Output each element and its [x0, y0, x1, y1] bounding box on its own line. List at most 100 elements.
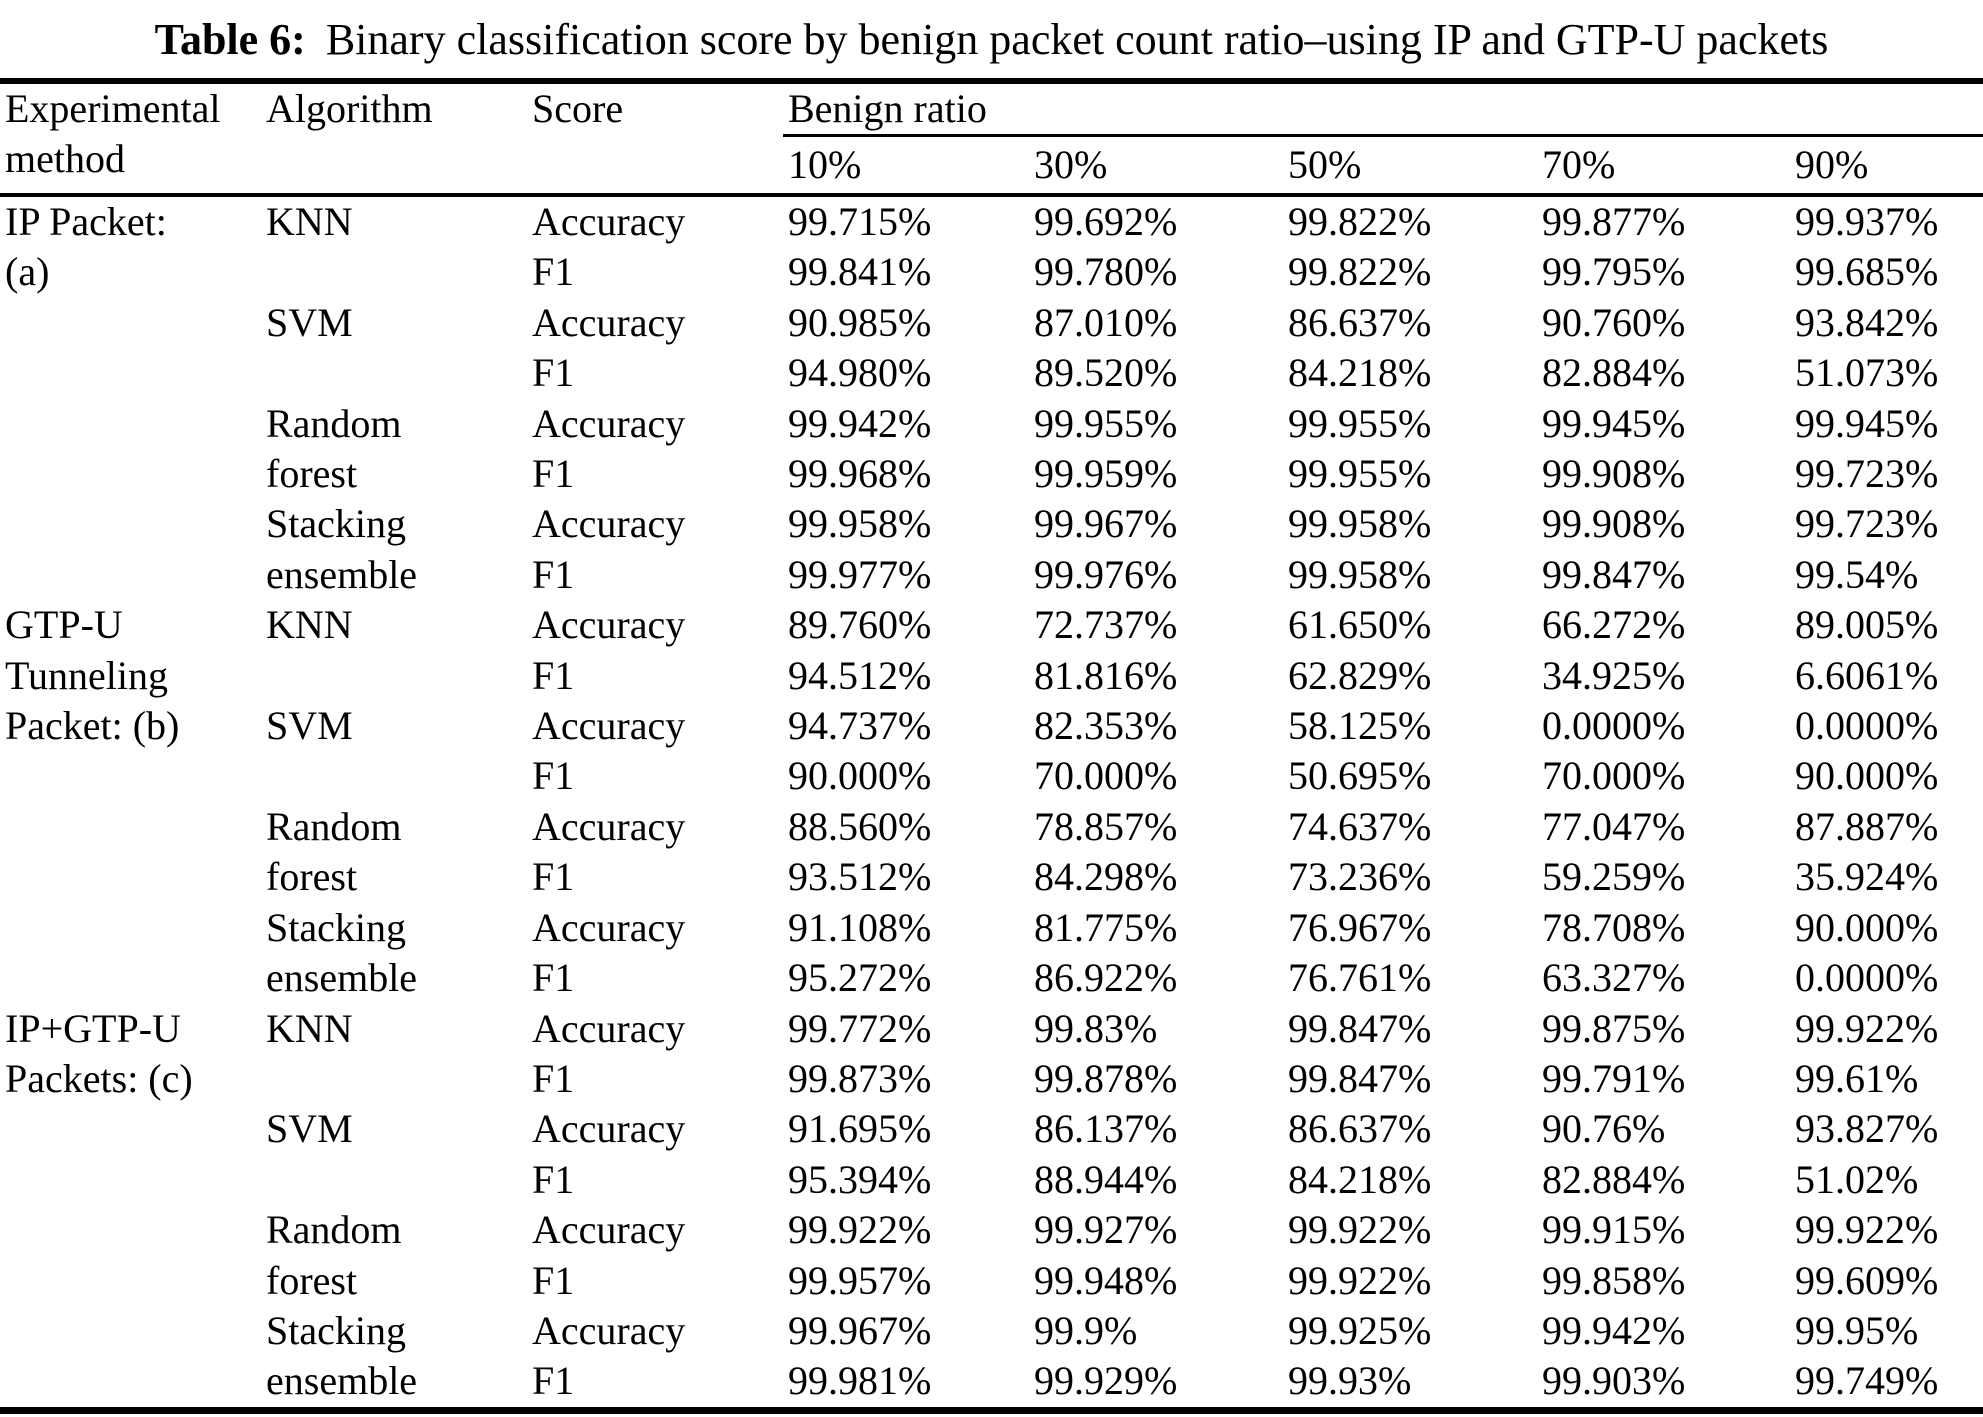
- value-cell-30: 99.967%: [1034, 501, 1178, 547]
- value-cell-90: 51.073%: [1795, 350, 1939, 396]
- value-cell-10: 95.394%: [788, 1156, 932, 1202]
- value-cell-30: 88.944%: [1034, 1156, 1178, 1202]
- table-row: IP+GTP-U KNN Accuracy 99.772% 99.83% 99.847% 9…: [0, 1004, 1983, 1054]
- score-cell: F1: [532, 854, 575, 900]
- value-cell-70: 99.908%: [1542, 501, 1686, 547]
- method-cell: [0, 852, 261, 902]
- table-row: SVM Accuracy 90.985% 87.010% 86.637% 90.760% 9…: [0, 298, 1983, 348]
- table-row: GTP-U KNN Accuracy 89.760% 72.737% 61.650% 66.…: [0, 600, 1983, 650]
- value-cell-10: 99.841%: [788, 249, 932, 295]
- value-cell-70: 82.884%: [1542, 350, 1686, 396]
- method-cell: IP+GTP-U: [5, 1005, 181, 1051]
- table-caption: Table 6: Binary classification score by …: [0, 0, 1983, 78]
- value-cell-70: 99.795%: [1542, 249, 1686, 295]
- method-cell: Packet: (b): [5, 703, 180, 749]
- algorithm-cell: SVM: [266, 703, 353, 749]
- value-cell-90: 99.945%: [1795, 400, 1939, 446]
- table-row: Random Accuracy 99.942% 99.955% 99.955% 99.94…: [0, 399, 1983, 449]
- value-cell-90: 90.000%: [1795, 904, 1939, 950]
- value-cell-50: 84.218%: [1288, 350, 1432, 396]
- algorithm-cell: ensemble: [266, 955, 418, 1001]
- algorithm-cell: [261, 1054, 527, 1104]
- value-cell-70: 99.903%: [1542, 1358, 1686, 1404]
- value-cell-10: 94.737%: [788, 703, 932, 749]
- table-row: Stacking Accuracy 99.958% 99.967% 99.958% 99.…: [0, 499, 1983, 549]
- value-cell-30: 86.922%: [1034, 955, 1178, 1001]
- header-score: Score: [527, 81, 783, 197]
- value-cell-10: 91.108%: [788, 904, 932, 950]
- value-cell-90: 35.924%: [1795, 854, 1939, 900]
- value-cell-10: 90.985%: [788, 299, 932, 345]
- score-cell: F1: [532, 652, 575, 698]
- score-cell: F1: [532, 955, 575, 1001]
- method-cell: Tunneling: [5, 652, 169, 698]
- method-cell: GTP-U: [5, 602, 123, 648]
- value-cell-50: 86.637%: [1288, 299, 1432, 345]
- algorithm-cell: Random: [266, 1207, 402, 1253]
- header-ratio-10: 10%: [783, 135, 1029, 197]
- table-row: ensemble F1 99.977% 99.976% 99.958% 99.847% 99…: [0, 550, 1983, 600]
- value-cell-10: 94.512%: [788, 652, 932, 698]
- method-cell: [0, 903, 261, 953]
- algorithm-cell: [261, 247, 527, 297]
- score-cell: Accuracy: [532, 1106, 686, 1152]
- value-cell-50: 74.637%: [1288, 803, 1432, 849]
- score-cell: F1: [532, 451, 575, 497]
- header-row-top: Experimental method Algorithm Score Beni…: [0, 81, 1983, 197]
- method-cell: IP Packet:: [5, 199, 167, 244]
- score-cell: F1: [532, 249, 575, 295]
- value-cell-10: 99.981%: [788, 1358, 932, 1404]
- value-cell-10: 99.873%: [788, 1055, 932, 1101]
- score-cell: F1: [532, 1055, 575, 1101]
- value-cell-30: 99.878%: [1034, 1055, 1178, 1101]
- value-cell-50: 58.125%: [1288, 703, 1432, 749]
- value-cell-70: 0.0000%: [1542, 703, 1686, 749]
- algorithm-cell: [261, 1155, 527, 1205]
- value-cell-50: 99.955%: [1288, 400, 1432, 446]
- value-cell-50: 73.236%: [1288, 854, 1432, 900]
- value-cell-50: 84.218%: [1288, 1156, 1432, 1202]
- value-cell-10: 94.980%: [788, 350, 932, 396]
- algorithm-cell: [261, 348, 527, 398]
- value-cell-30: 81.816%: [1034, 652, 1178, 698]
- results-table: Experimental method Algorithm Score Beni…: [0, 78, 1983, 1414]
- algorithm-cell: ensemble: [266, 551, 418, 597]
- value-cell-50: 62.829%: [1288, 652, 1432, 698]
- score-cell: Accuracy: [532, 904, 686, 950]
- algorithm-cell: KNN: [266, 199, 353, 244]
- value-cell-90: 99.937%: [1795, 199, 1939, 244]
- value-cell-90: 0.0000%: [1795, 703, 1939, 749]
- value-cell-70: 77.047%: [1542, 803, 1686, 849]
- score-cell: F1: [532, 350, 575, 396]
- value-cell-50: 99.955%: [1288, 451, 1432, 497]
- algorithm-cell: KNN: [266, 602, 353, 648]
- value-cell-10: 99.715%: [788, 199, 932, 244]
- value-cell-10: 99.977%: [788, 551, 932, 597]
- score-cell: F1: [532, 1156, 575, 1202]
- method-cell: [0, 1155, 261, 1205]
- value-cell-90: 99.61%: [1795, 1055, 1919, 1101]
- value-cell-70: 99.875%: [1542, 1005, 1686, 1051]
- value-cell-30: 86.137%: [1034, 1106, 1178, 1152]
- value-cell-30: 82.353%: [1034, 703, 1178, 749]
- value-cell-50: 61.650%: [1288, 602, 1432, 648]
- header-ratio-90: 90%: [1790, 135, 1983, 197]
- score-cell: Accuracy: [532, 199, 686, 244]
- value-cell-30: 81.775%: [1034, 904, 1178, 950]
- value-cell-70: 78.708%: [1542, 904, 1686, 950]
- score-cell: Accuracy: [532, 501, 686, 547]
- value-cell-10: 99.772%: [788, 1005, 932, 1051]
- algorithm-cell: Random: [266, 400, 402, 446]
- table-row: Random Accuracy 88.560% 78.857% 74.637% 77.04…: [0, 802, 1983, 852]
- method-cell: [0, 953, 261, 1003]
- value-cell-10: 99.942%: [788, 400, 932, 446]
- value-cell-90: 99.685%: [1795, 249, 1939, 295]
- table-header: Experimental method Algorithm Score Beni…: [0, 81, 1983, 197]
- algorithm-cell: SVM: [266, 299, 353, 345]
- algorithm-cell: KNN: [266, 1005, 353, 1051]
- value-cell-30: 99.959%: [1034, 451, 1178, 497]
- score-cell: Accuracy: [532, 803, 686, 849]
- value-cell-50: 99.93%: [1288, 1358, 1412, 1404]
- method-cell: [0, 1356, 261, 1410]
- value-cell-50: 99.822%: [1288, 199, 1432, 244]
